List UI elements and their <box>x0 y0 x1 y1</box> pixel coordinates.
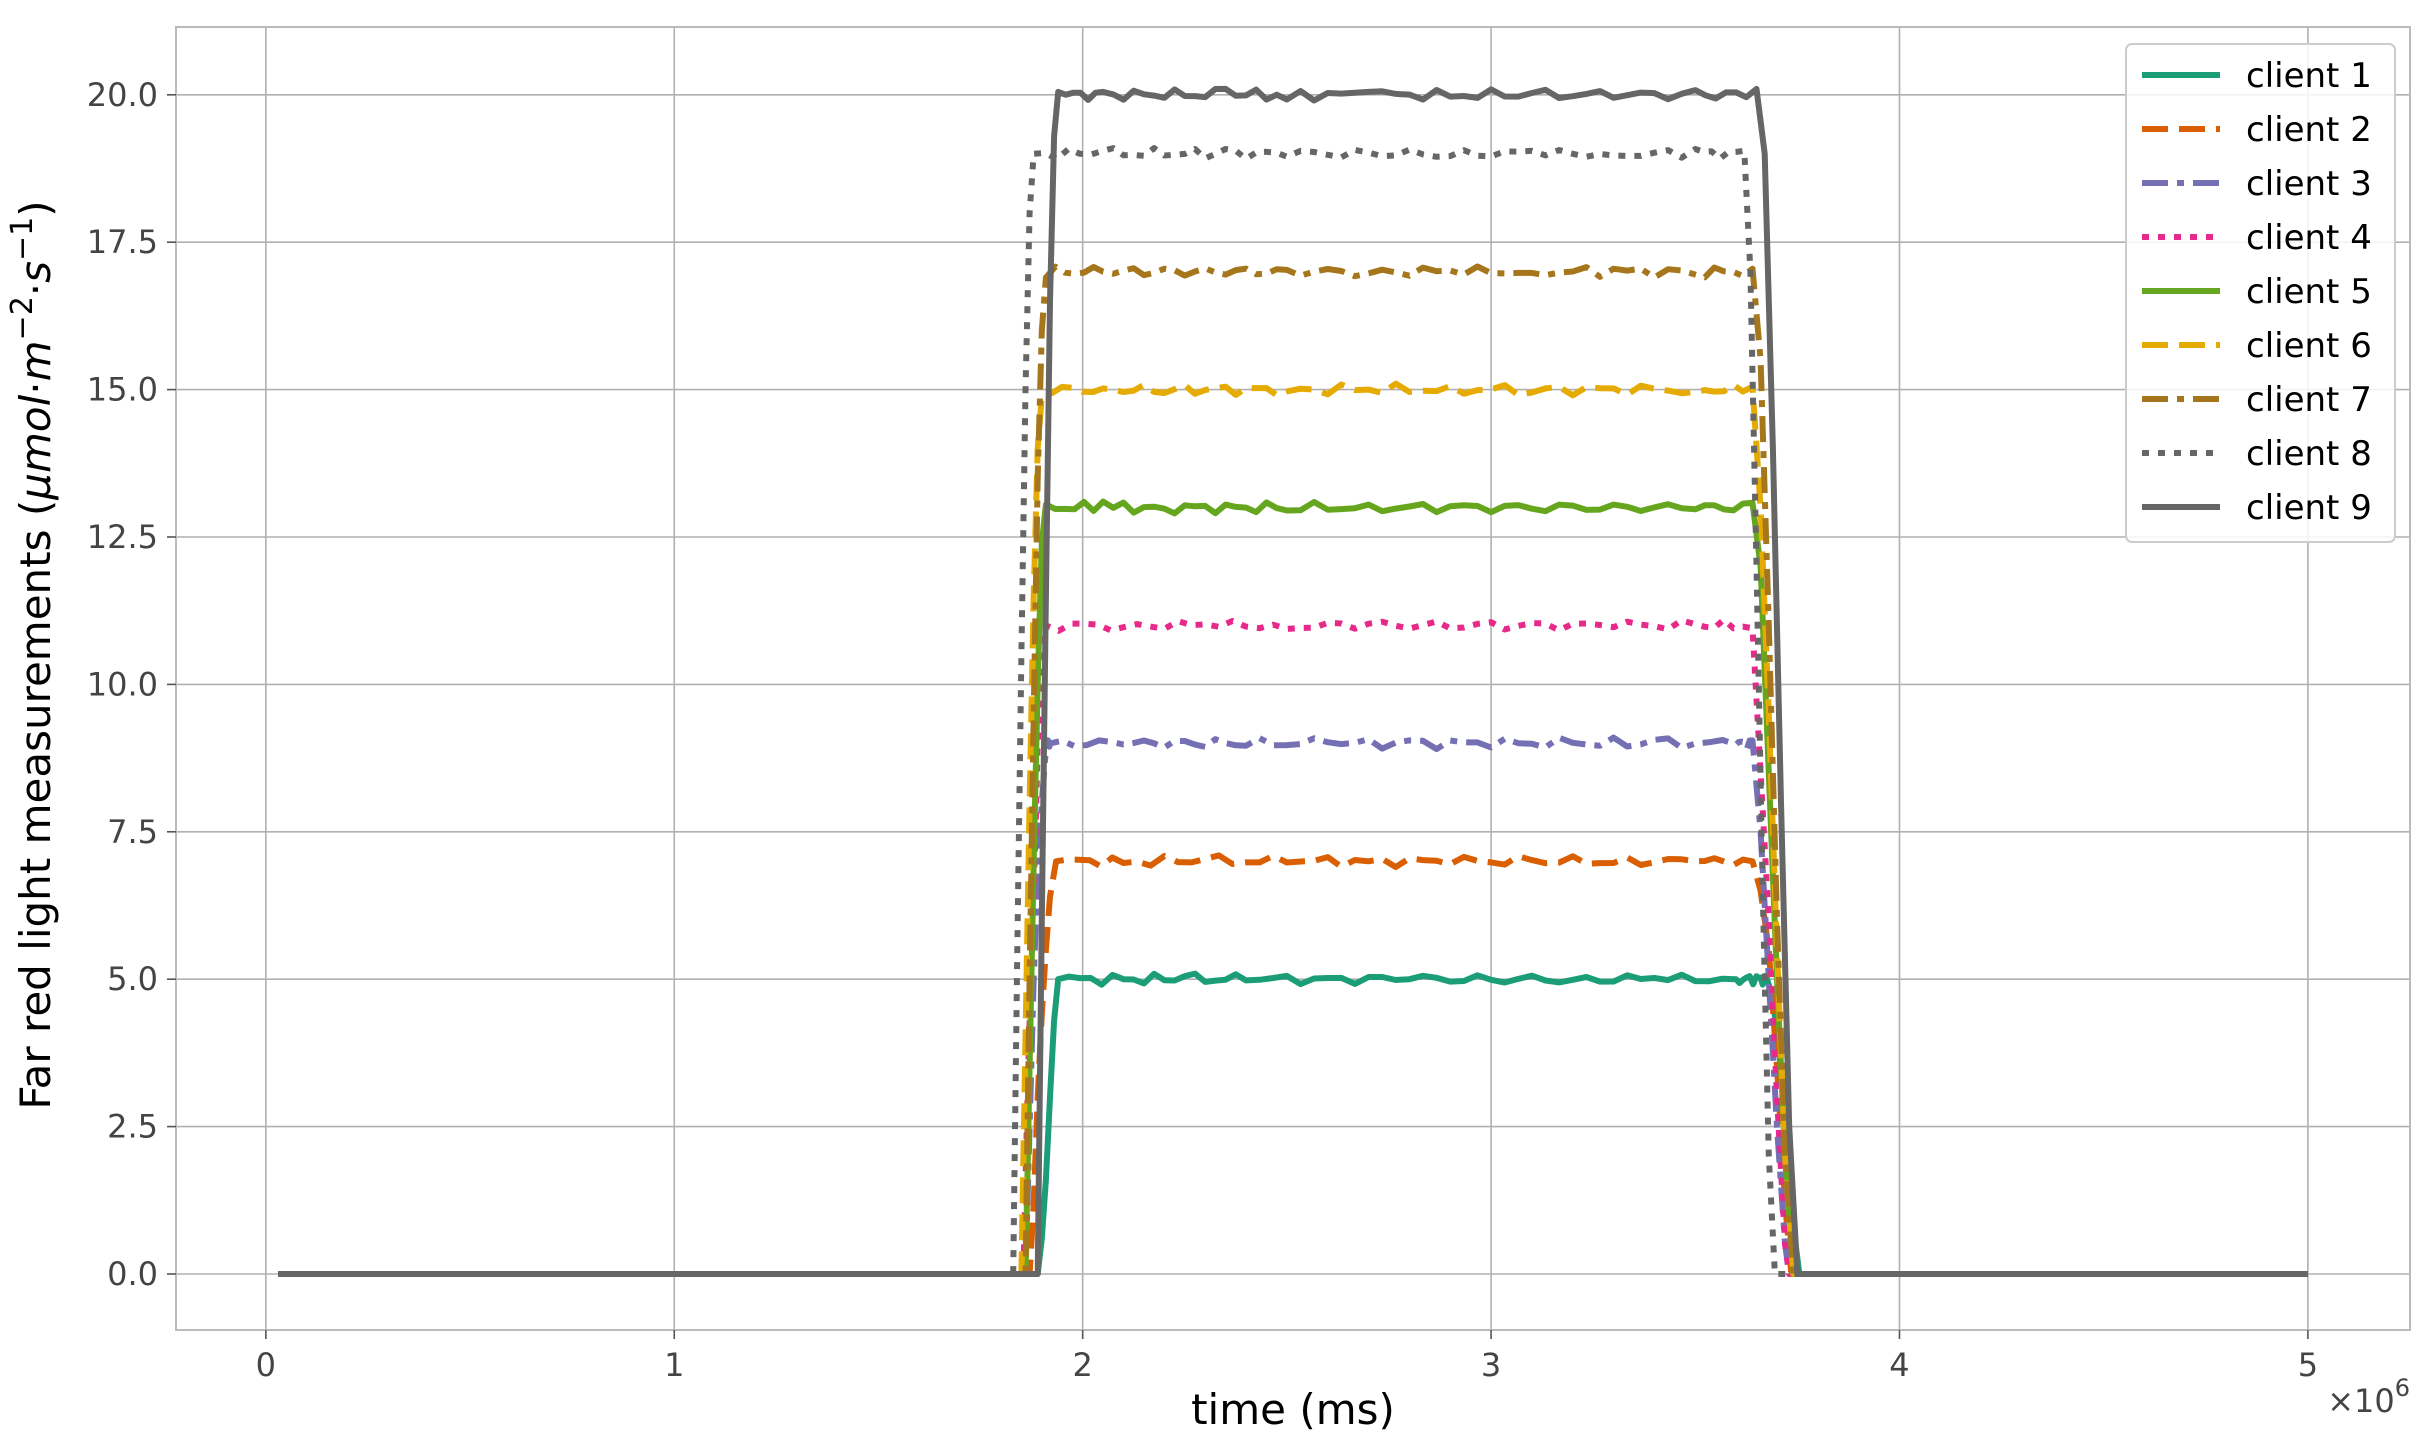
legend-item: client 1 <box>2142 56 2372 96</box>
series-line-4 <box>278 616 2308 1277</box>
series-lines <box>278 85 2308 1277</box>
series-line-8 <box>278 145 2308 1277</box>
legend-label: client 5 <box>2246 272 2372 312</box>
y-tick-label: 7.5 <box>107 813 158 851</box>
legend-label: client 7 <box>2246 380 2372 420</box>
legend: client 1 client 2 client 3 client 4 client 5… <box>2125 43 2396 543</box>
series-line-9 <box>278 85 2308 1277</box>
tick-labels: 0 1 2 3 4 5 0.0 2.5 5.0 7.5 10.0 12.5 15.0 17.5 20.0 <box>87 76 2318 1384</box>
legend-label: client 4 <box>2246 218 2372 258</box>
legend-label: client 9 <box>2246 488 2372 528</box>
x-axis-offset-label: ×106 <box>2327 1374 2410 1420</box>
y-tick-label: 5.0 <box>107 960 158 998</box>
legend-label: client 3 <box>2246 164 2372 204</box>
series-line-3 <box>278 734 2308 1277</box>
legend-items: client 1 client 2 client 3 client 4 client 5… <box>2142 56 2372 528</box>
x-tick-label: 0 <box>256 1346 276 1384</box>
series-line-1 <box>278 970 2308 1277</box>
legend-label: client 1 <box>2246 56 2372 96</box>
y-axis-title: Far red light measurements (μmol·m−2·s−1… <box>5 200 60 1109</box>
y-tick-label: 15.0 <box>87 371 158 409</box>
legend-label: client 2 <box>2246 110 2372 150</box>
y-tick-label: 20.0 <box>87 76 158 114</box>
legend-item: client 4 <box>2142 218 2372 258</box>
legend-item: client 2 <box>2142 110 2372 150</box>
x-tick-label: 2 <box>1072 1346 1092 1384</box>
y-tick-label: 2.5 <box>107 1108 158 1146</box>
series-line-5 <box>278 498 2308 1277</box>
legend-item: client 7 <box>2142 380 2372 420</box>
y-tick-label: 12.5 <box>87 518 158 556</box>
legend-item: client 9 <box>2142 488 2372 528</box>
legend-label: client 6 <box>2246 326 2372 366</box>
legend-item: client 5 <box>2142 272 2372 312</box>
legend-box <box>2125 43 2396 543</box>
x-tick-label: 1 <box>664 1346 684 1384</box>
legend-item: client 3 <box>2142 164 2372 204</box>
y-tick-label: 17.5 <box>87 223 158 261</box>
legend-label: client 8 <box>2246 434 2372 474</box>
y-tick-label: 10.0 <box>87 665 158 703</box>
series-line-2 <box>278 852 2308 1277</box>
series-line-6 <box>278 380 2308 1277</box>
x-tick-label: 5 <box>2298 1346 2318 1384</box>
grid-lines <box>176 27 2410 1330</box>
x-axis-title: time (ms) <box>1191 1385 1395 1434</box>
y-tick-label: 0.0 <box>107 1255 158 1293</box>
series-line-7 <box>278 263 2308 1277</box>
legend-item: client 8 <box>2142 434 2372 474</box>
x-tick-label: 4 <box>1889 1346 1909 1384</box>
plot-frame <box>175 26 2411 1331</box>
x-tick-label: 3 <box>1481 1346 1501 1384</box>
legend-item: client 6 <box>2142 326 2372 366</box>
